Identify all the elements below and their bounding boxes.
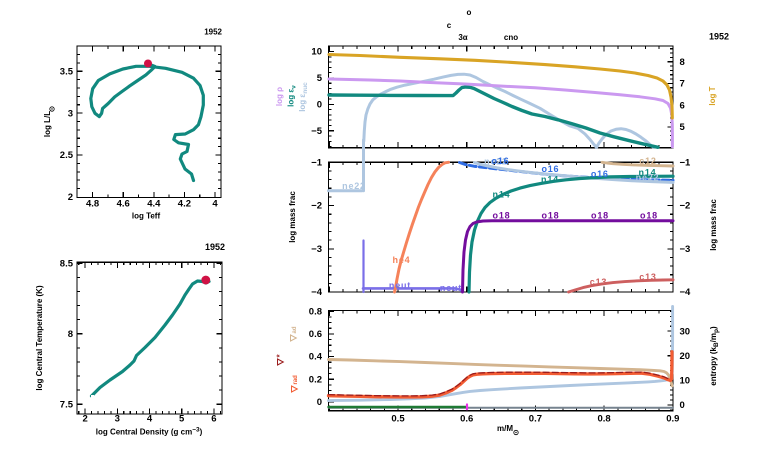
- svg-text:ne22: ne22: [636, 173, 660, 183]
- svg-text:neut: neut: [440, 283, 462, 293]
- svg-text:0.9: 0.9: [666, 414, 679, 425]
- svg-text:3: 3: [68, 108, 73, 119]
- svg-text:10: 10: [311, 47, 322, 58]
- svg-text:log Teff: log Teff: [132, 212, 161, 221]
- svg-text:6: 6: [680, 100, 685, 111]
- svg-text:0: 0: [317, 100, 322, 111]
- svg-text:0: 0: [317, 397, 322, 408]
- svg-text:c13: c13: [639, 272, 656, 282]
- svg-text:5: 5: [179, 414, 185, 425]
- svg-text:o18: o18: [493, 211, 511, 221]
- svg-text:8: 8: [680, 57, 685, 68]
- svg-text:ad: ad: [292, 326, 298, 333]
- svg-text:*: *: [276, 354, 285, 358]
- svg-text:c: c: [447, 21, 452, 30]
- svg-text:3α: 3α: [458, 33, 467, 42]
- svg-text:3.5: 3.5: [60, 66, 74, 77]
- svg-text:7: 7: [680, 79, 685, 90]
- svg-text:7.5: 7.5: [60, 399, 74, 410]
- svg-text:ne22: ne22: [484, 156, 508, 166]
- svg-text:0.5: 0.5: [391, 414, 405, 425]
- svg-text:−2: −2: [680, 201, 691, 212]
- svg-text:log mass frac: log mass frac: [288, 191, 297, 243]
- svg-text:o18: o18: [542, 211, 560, 221]
- svg-text:4.4: 4.4: [147, 199, 161, 210]
- svg-text:o16: o16: [541, 164, 559, 174]
- svg-text:4.8: 4.8: [86, 199, 99, 210]
- svg-text:0.8: 0.8: [309, 306, 322, 317]
- svg-text:log mass frac: log mass frac: [709, 199, 718, 251]
- svg-text:ne22: ne22: [342, 181, 366, 191]
- svg-text:log ρ: log ρ: [275, 87, 284, 106]
- svg-text:c12: c12: [639, 156, 656, 166]
- svg-text:log T: log T: [708, 86, 717, 105]
- svg-text:n14: n14: [639, 168, 657, 178]
- svg-text:entropy (kB/mp): entropy (kB/mp): [709, 326, 720, 386]
- svg-text:−3: −3: [311, 244, 322, 255]
- svg-text:4.2: 4.2: [178, 199, 191, 210]
- svg-text:n14: n14: [493, 190, 511, 200]
- svg-text:0.4: 0.4: [309, 352, 323, 363]
- svg-text:−4: −4: [680, 287, 692, 298]
- svg-text:0: 0: [680, 400, 685, 411]
- svg-text:cno: cno: [504, 33, 518, 42]
- svg-text:log εnuc: log εnuc: [298, 82, 309, 112]
- svg-text:neut: neut: [389, 281, 411, 291]
- svg-text:2.5: 2.5: [60, 150, 74, 161]
- svg-text:n14: n14: [541, 175, 559, 185]
- svg-text:1952: 1952: [205, 242, 225, 252]
- svg-text:20: 20: [680, 351, 691, 362]
- svg-text:6: 6: [211, 414, 216, 425]
- svg-text:o16: o16: [492, 156, 510, 166]
- svg-text:−1: −1: [311, 158, 323, 169]
- svg-text:rad: rad: [293, 375, 299, 385]
- svg-text:o18: o18: [640, 211, 658, 221]
- svg-text:30: 30: [680, 326, 691, 337]
- svg-text:−2: −2: [311, 201, 322, 212]
- svg-text:10: 10: [680, 376, 691, 387]
- svg-text:4: 4: [212, 199, 218, 210]
- svg-text:m/M: m/M: [497, 424, 513, 433]
- svg-text:he4: he4: [393, 255, 411, 265]
- svg-text:o18: o18: [591, 211, 609, 221]
- svg-text:−5: −5: [311, 126, 323, 137]
- svg-text:5: 5: [680, 122, 686, 133]
- svg-text:0.6: 0.6: [460, 414, 473, 425]
- svg-text:2: 2: [68, 192, 73, 203]
- svg-text:8.5: 8.5: [60, 258, 74, 269]
- svg-text:5: 5: [317, 73, 323, 84]
- svg-text:o16: o16: [591, 169, 609, 179]
- svg-text:4.6: 4.6: [117, 199, 130, 210]
- svg-text:3: 3: [115, 414, 120, 425]
- svg-text:−3: −3: [680, 244, 691, 255]
- svg-text:log εν: log εν: [287, 85, 298, 107]
- svg-text:1952: 1952: [709, 32, 729, 42]
- svg-text:c13: c13: [590, 277, 607, 287]
- svg-text:log Central Density (g cm−3): log Central Density (g cm−3): [96, 427, 203, 437]
- svg-text:0.2: 0.2: [309, 374, 322, 385]
- svg-text:0.6: 0.6: [309, 329, 322, 340]
- svg-text:−1: −1: [680, 158, 692, 169]
- svg-text:0.8: 0.8: [597, 414, 610, 425]
- svg-text:log L/L: log L/L: [43, 111, 52, 137]
- svg-text:−4: −4: [311, 287, 323, 298]
- svg-text:log Central Temperature (K): log Central Temperature (K): [35, 285, 44, 391]
- svg-text:o: o: [467, 8, 472, 17]
- svg-text:1952: 1952: [204, 28, 222, 37]
- svg-text:8: 8: [68, 329, 73, 340]
- svg-text:4: 4: [147, 414, 153, 425]
- svg-text:0.7: 0.7: [529, 414, 542, 425]
- svg-text:2: 2: [82, 414, 87, 425]
